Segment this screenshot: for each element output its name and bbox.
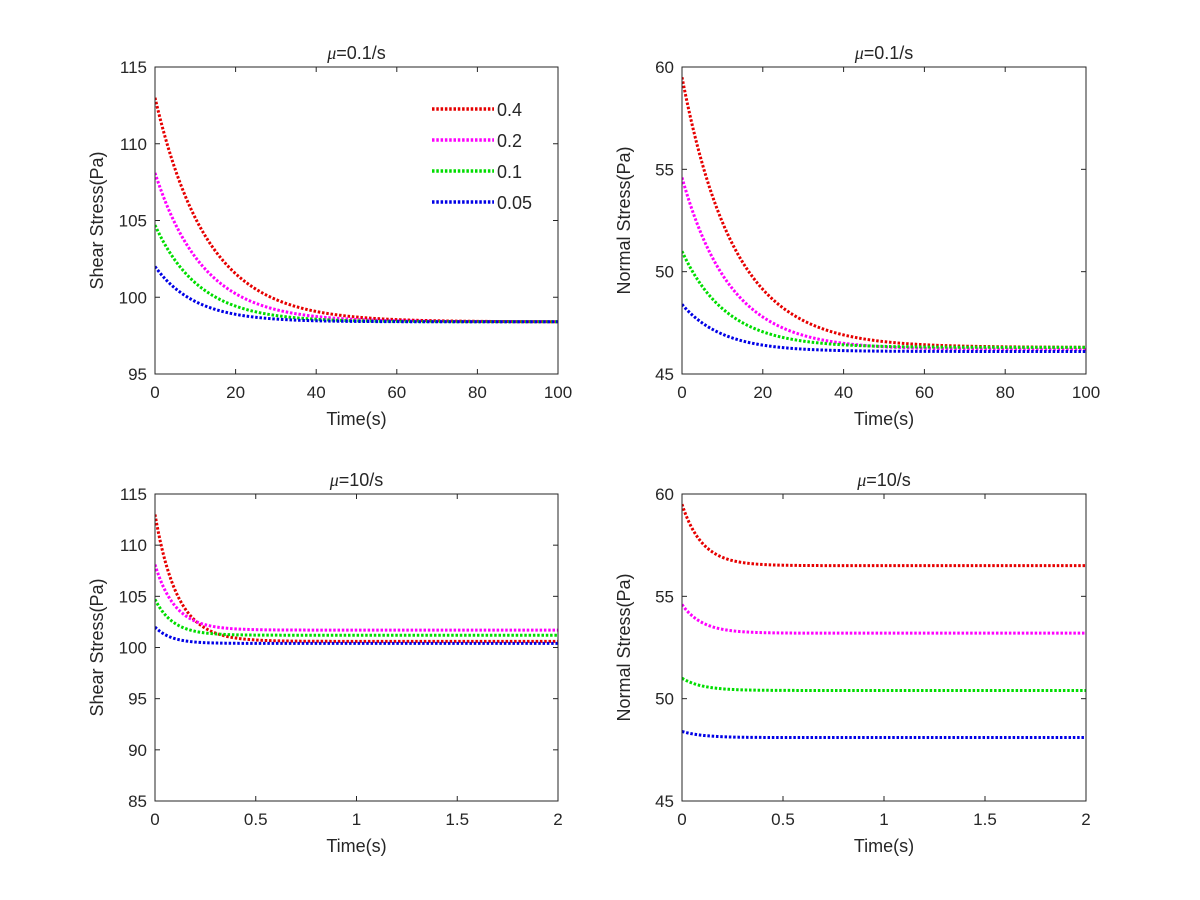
x-tick-label: 1 [879, 810, 888, 829]
y-tick-label: 55 [655, 160, 674, 179]
x-axis-label: Time(s) [854, 836, 914, 856]
x-tick-label: 100 [1072, 383, 1100, 402]
axes-frame [154, 493, 559, 802]
x-axis-label: Time(s) [326, 409, 386, 429]
title-mu-symbol: μ [326, 43, 336, 63]
title-rest: =10/s [866, 470, 911, 490]
title-mu-symbol: μ [329, 470, 339, 490]
x-tick-label: 0.5 [771, 810, 795, 829]
series-line-0.1 [155, 224, 558, 324]
chart-title: μ=0.1/s [326, 43, 386, 63]
y-tick-label: 100 [119, 288, 147, 307]
x-tick-label: 80 [468, 383, 487, 402]
chart-panel-4: 0 0.5 1 1.5 2 45 50 55 60 Time(s) Normal Stress(Pa… [614, 470, 1091, 856]
y-tick-label: 85 [128, 792, 147, 811]
x-tick-label: 60 [915, 383, 934, 402]
series-line-0.2 [155, 172, 558, 324]
series-line-0.1 [682, 250, 1086, 349]
y-tick-label: 100 [119, 639, 147, 658]
x-tick-label: 2 [1081, 810, 1090, 829]
x-tick-label: 0.5 [244, 810, 268, 829]
x-tick-label: 60 [387, 383, 406, 402]
y-tick-label: 50 [655, 690, 674, 709]
legend: 0.4 0.2 0.1 0.05 [432, 100, 532, 213]
x-tick-label: 1.5 [445, 810, 469, 829]
y-tick-label: 105 [119, 212, 147, 231]
y-tick-label: 110 [120, 536, 147, 555]
x-tick-label: 2 [553, 810, 562, 829]
x-tick-label: 1.5 [973, 810, 997, 829]
y-tick-label: 60 [655, 58, 674, 77]
y-axis-label: Normal Stress(Pa) [614, 573, 634, 721]
x-tick-label: 0 [677, 810, 686, 829]
y-axis-label: Shear Stress(Pa) [87, 151, 107, 289]
series-line-0.4 [682, 503, 1086, 568]
legend-label-0.2: 0.2 [497, 131, 522, 151]
chart-panel-1: 0 20 40 60 80 100 95 100 105 110 115 Time(s) Shear S… [87, 43, 572, 429]
title-mu-symbol: μ [856, 470, 866, 490]
series-line-0.05 [155, 265, 558, 324]
y-tick-label: 55 [655, 587, 674, 606]
series-line-0.4 [682, 76, 1086, 349]
y-tick-label: 45 [655, 365, 674, 384]
series-line-0.2 [682, 177, 1086, 351]
x-tick-label: 40 [834, 383, 853, 402]
series-line-0.4 [155, 514, 558, 643]
title-rest: =0.1/s [336, 43, 386, 63]
title-mu-symbol: μ [854, 43, 864, 63]
axes-frame [681, 493, 1087, 802]
x-axis-label: Time(s) [854, 409, 914, 429]
y-tick-label: 60 [655, 485, 674, 504]
title-rest: =0.1/s [864, 43, 914, 63]
y-tick-label: 105 [119, 587, 147, 606]
x-axis-label: Time(s) [326, 836, 386, 856]
x-tick-label: 0 [150, 810, 159, 829]
x-tick-label: 100 [544, 383, 572, 402]
y-tick-label: 95 [128, 365, 147, 384]
chart-title: μ=10/s [329, 470, 384, 490]
chart-title: μ=10/s [856, 470, 911, 490]
series-line-0.05 [155, 625, 558, 645]
y-tick-label: 45 [655, 792, 674, 811]
series-line-0.2 [155, 564, 558, 632]
chart-panel-3: 0 0.5 1 1.5 2 85 90 95 100 105 110 115 Time(s) Shear … [87, 470, 563, 856]
legend-label-0.4: 0.4 [497, 100, 522, 120]
y-tick-label: 115 [120, 485, 147, 504]
y-tick-label: 95 [128, 690, 147, 709]
series-line-0.2 [682, 603, 1086, 635]
x-tick-label: 0 [677, 383, 686, 402]
series-line-0.05 [682, 303, 1086, 353]
y-tick-label: 115 [120, 58, 147, 77]
y-tick-label: 50 [655, 263, 674, 282]
y-axis-label: Normal Stress(Pa) [614, 146, 634, 294]
title-rest: =10/s [339, 470, 384, 490]
y-axis-label: Shear Stress(Pa) [87, 578, 107, 716]
x-tick-label: 20 [226, 383, 245, 402]
chart-title: μ=0.1/s [854, 43, 914, 63]
series-line-0.1 [155, 598, 558, 637]
series-line-0.05 [682, 729, 1086, 740]
legend-label-0.1: 0.1 [497, 162, 522, 182]
x-tick-label: 0 [150, 383, 159, 402]
legend-label-0.05: 0.05 [497, 193, 532, 213]
y-tick-label: 110 [120, 135, 147, 154]
x-tick-label: 40 [307, 383, 326, 402]
axes-frame [681, 66, 1087, 375]
x-tick-label: 20 [753, 383, 772, 402]
x-tick-label: 80 [996, 383, 1015, 402]
series-line-0.1 [682, 676, 1086, 692]
y-tick-label: 90 [128, 741, 147, 760]
x-tick-label: 1 [352, 810, 361, 829]
